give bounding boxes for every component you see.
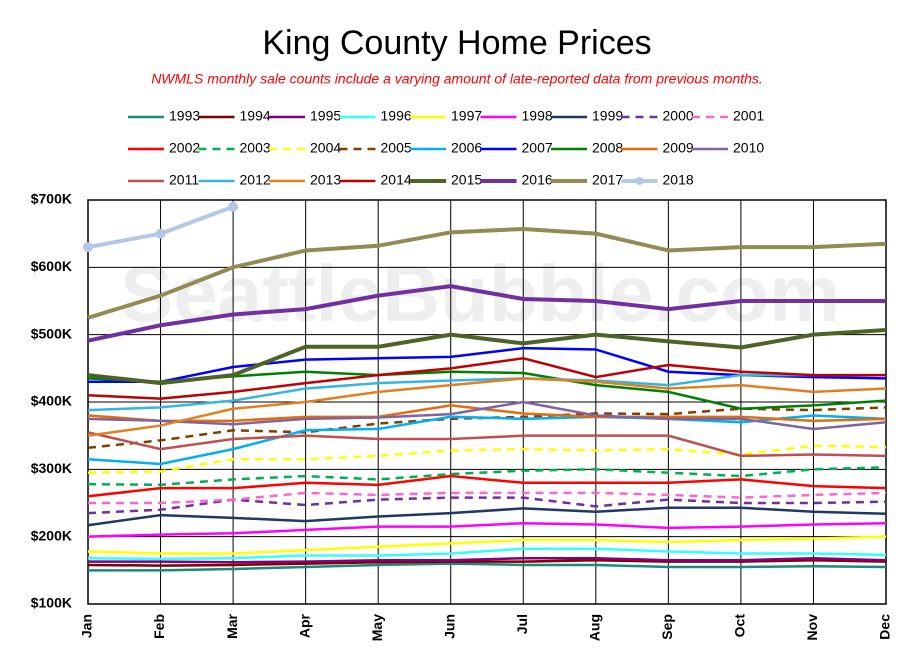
- chart-subtitle: NWMLS monthly sale counts include a vary…: [151, 71, 763, 87]
- legend-label: 2012: [240, 172, 271, 188]
- legend-label: 2018: [663, 172, 694, 188]
- legend-label: 1999: [592, 108, 623, 124]
- series-marker: [155, 228, 166, 239]
- legend-label: 2014: [381, 172, 412, 188]
- legend-label: 2006: [451, 140, 482, 156]
- legend-label: 2002: [169, 140, 200, 156]
- series-line: [87, 400, 887, 431]
- series-line: [87, 466, 887, 487]
- legend-label: 2017: [592, 172, 623, 188]
- series-line: [87, 535, 887, 555]
- legend-label: 2011: [169, 172, 199, 188]
- watermark: SeattleBubble.com: [120, 249, 840, 338]
- legend-marker: [635, 177, 644, 185]
- legend-label: 1998: [522, 108, 553, 124]
- x-tick-label: Apr: [296, 613, 312, 638]
- series-marker: [228, 201, 239, 212]
- series-line: [87, 431, 887, 458]
- legend-label: 1996: [381, 108, 412, 124]
- series-line: [87, 521, 887, 538]
- plot-frame: [87, 199, 887, 605]
- legend-label: 2003: [240, 140, 271, 156]
- x-tick-label: Dec: [877, 614, 893, 640]
- y-tick-label: $600K: [31, 258, 72, 274]
- legend-label: 2001: [733, 108, 764, 124]
- legend-label: 2010: [733, 140, 764, 156]
- series-line: [87, 474, 887, 498]
- legend-label: 1994: [240, 108, 271, 124]
- series-line: [87, 327, 887, 386]
- legend-label: 2015: [451, 172, 482, 188]
- legend-label: 2005: [381, 140, 412, 156]
- series-marker: [83, 242, 93, 253]
- legend-label: 2008: [592, 140, 623, 156]
- y-tick-label: $300K: [31, 460, 72, 476]
- legend-label: 1993: [169, 108, 200, 124]
- x-tick-label: Feb: [151, 614, 167, 639]
- series-line: [87, 373, 886, 412]
- series-line: [88, 491, 887, 505]
- series-line: [87, 226, 887, 320]
- legend-label: 1997: [451, 108, 482, 124]
- series-line: [87, 377, 887, 437]
- chart-title: King County Home Prices: [262, 24, 651, 62]
- x-tick-label: Jan: [79, 614, 95, 638]
- x-tick-label: Jul: [514, 614, 530, 634]
- y-tick-label: $200K: [31, 527, 72, 543]
- y-tick-label: $500K: [31, 325, 72, 341]
- y-tick-label: $700K: [31, 191, 72, 207]
- series-line: [87, 558, 887, 567]
- legend-label: 2007: [522, 140, 553, 156]
- y-tick-label: $100K: [31, 595, 72, 611]
- series-line: [87, 547, 887, 561]
- x-tick-label: Jun: [441, 614, 457, 639]
- y-tick-label: $400K: [31, 393, 72, 409]
- series-line: [87, 284, 886, 343]
- series-line: [87, 444, 887, 474]
- legend-label: 2013: [310, 172, 341, 188]
- x-tick-label: Sep: [659, 614, 675, 640]
- series-line: [87, 506, 887, 527]
- series-line: [87, 404, 887, 423]
- series-line: [87, 406, 887, 450]
- legend-label: 1995: [310, 108, 341, 124]
- x-tick-label: Nov: [804, 614, 820, 641]
- x-tick-label: Oct: [732, 614, 748, 638]
- legend-label: 2009: [663, 140, 694, 156]
- series-line: [87, 356, 886, 400]
- legend-label: 2016: [522, 172, 553, 188]
- x-tick-label: May: [369, 614, 385, 641]
- series-line: [88, 556, 887, 564]
- legend-label: 2004: [310, 140, 341, 156]
- x-tick-label: Mar: [224, 613, 240, 638]
- x-tick-label: Aug: [587, 614, 603, 641]
- legend-label: 2000: [663, 108, 694, 124]
- series-line: [88, 562, 887, 572]
